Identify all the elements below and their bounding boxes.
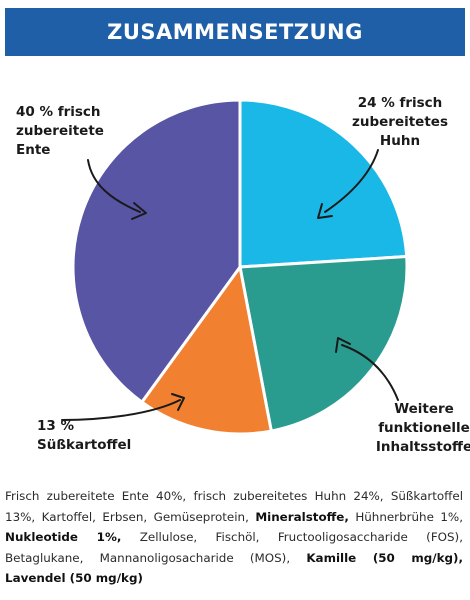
page-title: ZUSAMMENSETZUNG	[107, 20, 363, 44]
slice-label-3: 40 % frisch zubereitete Ente	[16, 104, 104, 158]
arrow-huhn-head	[317, 203, 333, 219]
slice-label-line: Ente	[16, 142, 50, 158]
arrow-suess-head	[171, 393, 185, 411]
bold-ingredient: Mineralstoffe,	[255, 509, 349, 524]
slice-label-line: Inhaltsstoffe	[376, 439, 470, 455]
composition-text: Frisch zubereitete Ente 40%, frisch zube…	[5, 486, 463, 589]
slice-label-line: Huhn	[380, 133, 420, 149]
slice-label-line: zubereitetes	[352, 114, 448, 130]
title-banner: ZUSAMMENSETZUNG	[5, 8, 465, 56]
slice-label-line: 13 %	[37, 418, 74, 434]
slice-label-0: 24 % frisch zubereitetes Huhn	[352, 95, 448, 149]
pie-slice-1	[238, 254, 409, 433]
arrow-weitere	[341, 344, 399, 401]
arrow-ente	[87, 159, 141, 213]
pie-slice-2	[139, 263, 274, 436]
arrow-weitere-head	[335, 337, 351, 353]
pie-chart: 24 % frisch zubereitetes Huhn Weitere funkti…	[16, 95, 470, 455]
ingredient-text: Zellulose, Fischöl, Fructooligosaccharid…	[5, 530, 463, 565]
arrow-suess	[61, 399, 181, 421]
arrow-huhn	[324, 149, 379, 213]
ingredient-text: Hühnerbrühe 1%,	[348, 509, 463, 524]
slice-label-line: funktionelle	[378, 420, 470, 436]
pie-slice-3	[71, 98, 242, 405]
slice-label-line: 24 % frisch	[358, 95, 443, 111]
slice-label-line: 40 % frisch	[16, 104, 101, 120]
slice-label-line: zubereitete	[16, 123, 104, 139]
slice-label-2: 13 % Süßkartoffel	[37, 418, 131, 453]
slice-label-line: Weitere	[394, 401, 454, 417]
slice-label-line: Süßkartoffel	[37, 437, 131, 453]
slice-label-1: Weitere funktionelle Inhaltsstoffe	[376, 401, 470, 455]
bold-ingredient: Kamille (50 mg/kg), Lavendel (50 mg/kg)	[5, 550, 463, 586]
pie-slice-0	[238, 98, 409, 269]
bold-ingredient: Nukleotide 1%,	[5, 530, 122, 544]
arrow-ente-head	[131, 202, 147, 220]
ingredient-text: Frisch zubereitete Ente 40%, frisch zube…	[5, 489, 463, 524]
